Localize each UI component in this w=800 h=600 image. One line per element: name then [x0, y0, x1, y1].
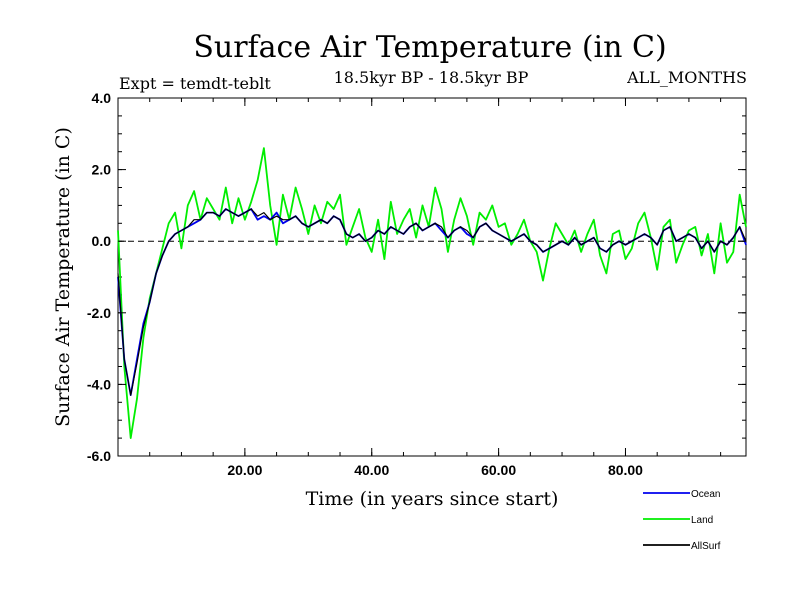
y-tick-label: 4.0 [92, 90, 112, 106]
plot-area: 20.00 40.00 60.00 80.00 -6.0 -4.0 -2.0 0.0 2.0 4… [87, 90, 747, 478]
minor-ticks [118, 97, 746, 457]
y-tick-label: -6.0 [87, 448, 111, 464]
y-axis-ticks: -6.0 -4.0 -2.0 0.0 2.0 4.0 [87, 90, 746, 464]
plot-frame [117, 97, 747, 457]
x-tick-label: 20.00 [227, 462, 262, 478]
series-line-allsurf [117, 208, 747, 396]
y-tick-label: -4.0 [87, 376, 111, 392]
y-tick-label: -2.0 [87, 305, 111, 321]
time-range-label: 18.5kyr BP - 18.5kyr BP [334, 68, 529, 87]
legend-label-allsurf: AllSurf [691, 541, 721, 552]
x-tick-label: 40.00 [354, 462, 389, 478]
y-tick-label: 0.0 [92, 233, 112, 249]
legend: Ocean Land AllSurf [643, 489, 721, 552]
series-layer [117, 147, 747, 440]
x-tick-label: 60.00 [481, 462, 516, 478]
legend-label-land: Land [691, 515, 713, 526]
x-axis-label: Time (in years since start) [306, 488, 559, 510]
y-tick-label: 2.0 [92, 162, 112, 178]
chart-title: Surface Air Temperature (in C) [193, 30, 666, 65]
legend-label-ocean: Ocean [691, 489, 720, 500]
y-axis-label: Surface Air Temperature (in C) [52, 127, 74, 427]
x-tick-label: 80.00 [608, 462, 643, 478]
series-line-ocean [117, 208, 747, 397]
months-label: ALL_MONTHS [626, 68, 747, 87]
experiment-label: Expt = temdt-teblt [119, 74, 271, 93]
x-axis-ticks: 20.00 40.00 60.00 80.00 [227, 98, 643, 478]
series-line-land [117, 147, 747, 440]
